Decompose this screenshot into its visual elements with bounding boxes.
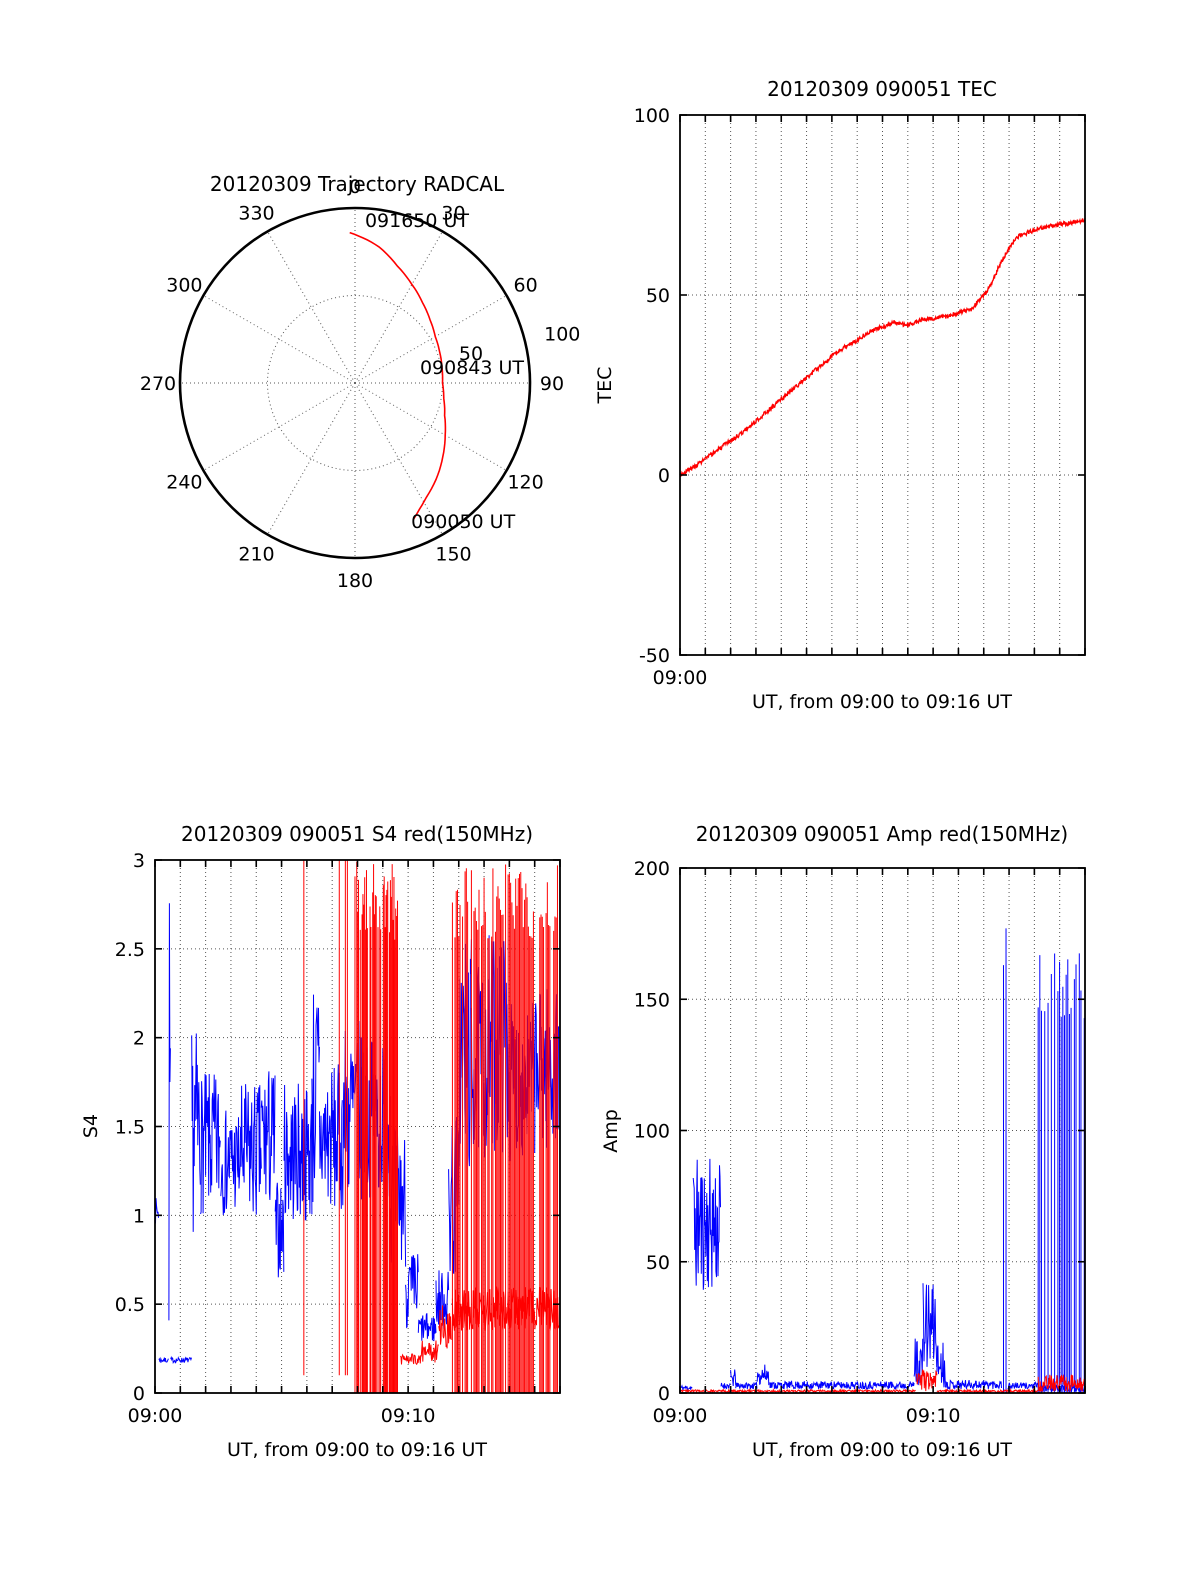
tec-title: 20120309 090051 TEC — [767, 77, 997, 101]
amp-ylabel: Amp — [600, 1109, 622, 1153]
azimuth-label: 150 — [435, 544, 471, 566]
y-tick-label: 100 — [634, 105, 670, 127]
series-blue-400MHz — [679, 928, 1085, 1394]
y-tick-label: 100 — [634, 1121, 670, 1143]
series-tec — [679, 217, 1086, 477]
s4-title: 20120309 090051 S4 red(150MHz) — [181, 822, 533, 846]
y-tick-label: 0 — [658, 1383, 670, 1405]
tec-chart: 20120309 090051 TEC UT, from 09:00 to 09… — [594, 77, 1086, 713]
y-tick-label: 50 — [646, 285, 670, 307]
grid — [680, 115, 1085, 655]
track-annotation: 090843 UT — [420, 357, 524, 379]
ring-label: 50 — [459, 343, 483, 365]
y-tick-label: 50 — [646, 1252, 670, 1274]
amp-chart: 20120309 090051 Amp red(150MHz) UT, from… — [600, 822, 1086, 1461]
x-tick-label: 09:10 — [906, 1405, 961, 1427]
azimuth-label: 90 — [540, 373, 564, 395]
azimuth-label: 270 — [140, 373, 176, 395]
azimuth-label: 0 — [349, 176, 361, 198]
tick-marks — [679, 867, 1086, 1394]
y-tick-label: 3 — [133, 850, 145, 872]
series-red-150MHz — [303, 860, 560, 1393]
amp-xlabel: UT, from 09:00 to 09:16 UT — [752, 1439, 1012, 1461]
azimuth-label: 240 — [166, 472, 202, 494]
y-tick-label: 1.5 — [115, 1117, 145, 1139]
trajectory-plot-area: 0 30 60 90 120 150 180 210 240 270 300 330 50 100 0916… — [140, 176, 581, 592]
grid — [680, 868, 1085, 1393]
azimuth-label: 30 — [441, 202, 465, 224]
y-tick-label: 200 — [634, 858, 670, 880]
azimuth-label: 330 — [238, 202, 274, 224]
s4-plot-area: 0 0.5 1 1.5 2 2.5 3 09:00 09:10 — [115, 850, 561, 1427]
y-tick-label: 0.5 — [115, 1294, 145, 1316]
ring-label: 100 — [544, 323, 580, 345]
series-red-150MHz — [679, 1369, 1085, 1395]
azimuth-label: 180 — [337, 570, 373, 592]
trajectory-track — [349, 231, 447, 521]
tec-ylabel: TEC — [594, 367, 616, 405]
trajectory-chart: 20120309 Trajectory RADCAL 0 30 60 90 120 150… — [140, 172, 581, 592]
track-annotation: 091650 UT — [365, 210, 469, 232]
tec-plot-area: -50 0 50 100 09:00 — [634, 105, 1086, 689]
y-tick-label: 150 — [634, 989, 670, 1011]
azimuth-label: 210 — [238, 544, 274, 566]
tick-marks — [154, 859, 561, 1394]
azimuth-label: 60 — [514, 275, 538, 297]
trajectory-title: 20120309 Trajectory RADCAL — [210, 172, 505, 196]
y-tick-label: 2 — [133, 1028, 145, 1050]
azimuth-label: 120 — [507, 472, 543, 494]
amp-title: 20120309 090051 Amp red(150MHz) — [696, 822, 1068, 846]
polar-grid — [180, 208, 530, 558]
s4-xlabel: UT, from 09:00 to 09:16 UT — [227, 1439, 487, 1461]
polar-outline — [178, 206, 532, 560]
track-annotation: 090050 UT — [411, 511, 515, 533]
y-tick-label: 0 — [658, 465, 670, 487]
s4-chart: 20120309 090051 S4 red(150MHz) UT, from … — [80, 822, 561, 1461]
x-tick-label: 09:00 — [128, 1405, 183, 1427]
y-tick-label: -50 — [639, 645, 670, 667]
y-tick-label: 1 — [133, 1205, 145, 1227]
x-tick-label: 09:00 — [653, 667, 708, 689]
x-tick-label: 09:00 — [653, 1405, 708, 1427]
y-tick-label: 0 — [133, 1383, 145, 1405]
y-tick-label: 2.5 — [115, 939, 145, 961]
tick-marks — [679, 114, 1086, 656]
azimuth-label: 300 — [166, 275, 202, 297]
s4-ylabel: S4 — [80, 1114, 102, 1138]
amp-plot-area: 0 50 100 150 200 09:00 09:10 — [634, 858, 1086, 1427]
x-tick-label: 09:10 — [381, 1405, 436, 1427]
tec-xlabel: UT, from 09:00 to 09:16 UT — [752, 691, 1012, 713]
